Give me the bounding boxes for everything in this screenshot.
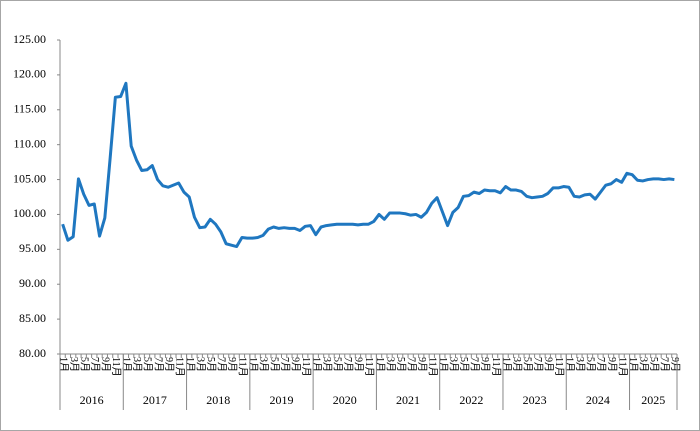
x-tick-label: 5月 — [395, 357, 407, 372]
y-tick-label: 90.00 — [19, 276, 46, 290]
x-tick-label: 7月 — [469, 357, 481, 372]
x-tick-label: 5月 — [205, 357, 217, 372]
y-tick-label: 115.00 — [13, 102, 46, 116]
x-tick-label: 3月 — [448, 357, 460, 372]
x-tick-label: 7月 — [279, 357, 291, 372]
x-tick-label: 7月 — [659, 357, 671, 372]
y-tick-label: 85.00 — [19, 311, 46, 325]
year-label: 2023 — [523, 393, 547, 407]
x-tick-label: 1月 — [121, 357, 133, 372]
x-tick-label: 9月 — [163, 357, 175, 372]
x-tick-label: 3月 — [321, 357, 333, 372]
x-tick-label: 11月 — [237, 357, 249, 377]
x-tick-label: 9月 — [416, 357, 428, 372]
year-label: 2016 — [80, 393, 104, 407]
year-label: 2022 — [459, 393, 483, 407]
x-tick-label: 9月 — [289, 357, 301, 372]
y-tick-label: 95.00 — [19, 241, 46, 255]
x-tick-label: 5月 — [585, 357, 597, 372]
x-tick-label: 5月 — [142, 357, 154, 372]
year-label: 2017 — [143, 393, 167, 407]
y-tick-label: 120.00 — [13, 67, 46, 81]
x-tick-label: 11月 — [490, 357, 502, 377]
x-tick-label: 11月 — [426, 357, 438, 377]
x-tick-label: 7月 — [342, 357, 354, 372]
x-tick-label: 3月 — [258, 357, 270, 372]
x-tick-label: 5月 — [332, 357, 344, 372]
x-tick-label: 5月 — [78, 357, 90, 372]
x-tick-label: 7月 — [595, 357, 607, 372]
y-tick-label: 100.00 — [13, 206, 46, 220]
x-tick-label: 11月 — [110, 357, 122, 377]
x-tick-label: 7月 — [152, 357, 164, 372]
x-tick-label: 11月 — [363, 357, 375, 377]
y-tick-label: 110.00 — [13, 136, 46, 150]
data-line — [61, 81, 675, 249]
x-tick-label: 11月 — [616, 357, 628, 377]
x-tick-label: 9月 — [226, 357, 238, 372]
x-tick-label: 11月 — [553, 357, 565, 377]
year-label: 2024 — [586, 393, 610, 407]
x-tick-label: 9月 — [606, 357, 618, 372]
x-tick-label: 9月 — [100, 357, 112, 372]
x-tick-label: 5月 — [648, 357, 660, 372]
x-tick-label: 7月 — [405, 357, 417, 372]
year-label: 2021 — [396, 393, 420, 407]
x-tick-label: 7月 — [216, 357, 228, 372]
x-tick-label: 1月 — [184, 357, 196, 372]
x-tick-label: 5月 — [521, 357, 533, 372]
x-tick-label: 1月 — [564, 357, 576, 372]
x-tick-label: 7月 — [89, 357, 101, 372]
x-tick-label: 9月 — [669, 357, 681, 372]
x-tick-label: 1月 — [437, 357, 449, 372]
x-tick-label: 1月 — [57, 357, 69, 372]
x-tick-label: 11月 — [300, 357, 312, 377]
y-tick-label: 105.00 — [13, 171, 46, 185]
x-tick-label: 5月 — [458, 357, 470, 372]
x-tick-label: 3月 — [384, 357, 396, 372]
x-tick-label: 11月 — [173, 357, 185, 377]
x-tick-label: 1月 — [500, 357, 512, 372]
x-tick-label: 3月 — [194, 357, 206, 372]
x-tick-label: 3月 — [574, 357, 586, 372]
x-tick-label: 1月 — [310, 357, 322, 372]
year-label: 2020 — [333, 393, 357, 407]
y-tick-label: 125.00 — [13, 32, 46, 46]
x-tick-label: 3月 — [637, 357, 649, 372]
x-tick-label: 9月 — [353, 357, 365, 372]
year-label: 2018 — [206, 393, 230, 407]
y-tick-label: 80.00 — [19, 346, 46, 360]
x-tick-label: 7月 — [532, 357, 544, 372]
x-tick-label: 5月 — [268, 357, 280, 372]
x-tick-label: 3月 — [68, 357, 80, 372]
x-tick-label: 3月 — [511, 357, 523, 372]
year-label: 2019 — [269, 393, 293, 407]
x-tick-label: 1月 — [374, 357, 386, 372]
x-tick-label: 9月 — [543, 357, 555, 372]
x-tick-label: 3月 — [131, 357, 143, 372]
x-tick-label: 1月 — [627, 357, 639, 372]
x-tick-label: 1月 — [247, 357, 259, 372]
x-tick-label: 9月 — [479, 357, 491, 372]
year-label: 2025 — [641, 393, 665, 407]
